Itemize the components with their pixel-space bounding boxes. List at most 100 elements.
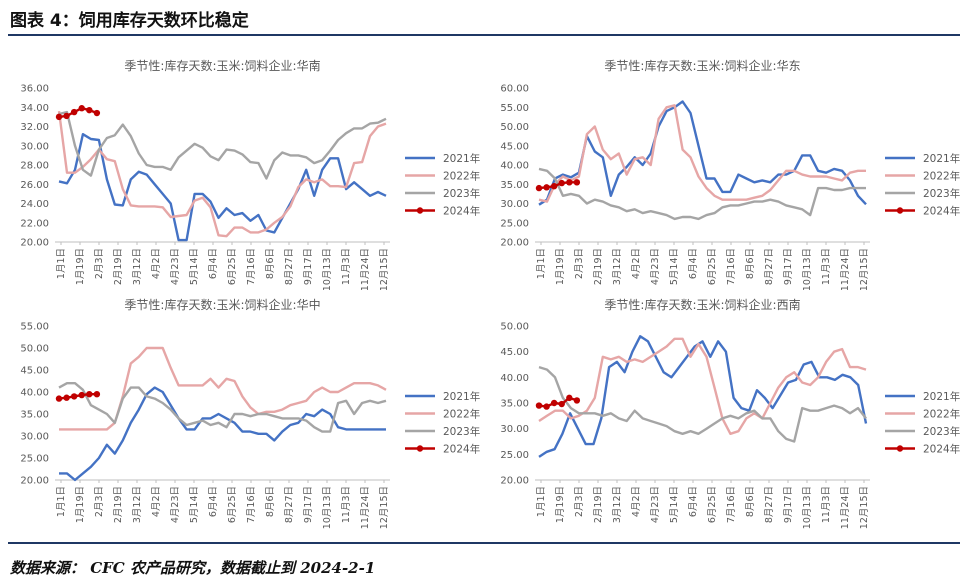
y-tick-label: 50.00 xyxy=(500,322,529,333)
y-tick-label: 25.00 xyxy=(500,450,529,461)
x-tick-label: 11月24日 xyxy=(360,486,371,529)
x-tick-label: 7月16日 xyxy=(246,248,257,285)
series-line-2021年 xyxy=(58,132,387,242)
x-tick-label: 12月15日 xyxy=(859,486,870,529)
x-tick-label: 6月25日 xyxy=(227,486,238,523)
y-tick-label: 30.00 xyxy=(20,432,49,443)
chart-title: 季节性:库存天数:玉米:饲料企业:华东 xyxy=(604,58,800,73)
y-tick-label: 36.00 xyxy=(20,84,49,95)
legend-marker xyxy=(416,445,424,452)
series-point-2024 xyxy=(566,394,573,402)
x-tick-label: 7月16日 xyxy=(726,248,737,285)
x-tick-label: 5月14日 xyxy=(669,248,680,285)
series-line-2023年 xyxy=(58,110,387,180)
chart-title: 季节性:库存天数:玉米:饲料企业:华南 xyxy=(124,58,320,73)
series-line-2022年 xyxy=(538,104,866,203)
x-tick-label: 8月27日 xyxy=(764,248,775,285)
x-tick-label: 1月1日 xyxy=(536,248,547,279)
x-tick-label: 4月2日 xyxy=(631,248,642,279)
x-tick-label: 2月3日 xyxy=(94,486,105,517)
y-tick-label: 45.00 xyxy=(500,347,529,358)
x-tick-label: 8月27日 xyxy=(764,486,775,523)
x-tick-label: 11月3日 xyxy=(821,486,832,523)
y-tick-label: 55.00 xyxy=(500,103,529,114)
legend-label: 2021年 xyxy=(443,390,480,403)
series-point-2024 xyxy=(573,179,581,186)
series-point-2024 xyxy=(543,184,550,191)
chart-south-china: 季节性:库存天数:玉米:饲料企业:华南 20.00 22.00 24.00 26.00 2… xyxy=(20,58,480,290)
x-tick-label: 8月6日 xyxy=(265,486,276,517)
x-tick-label: 4月23日 xyxy=(170,486,181,523)
y-tick-label: 30.00 xyxy=(500,424,529,435)
y-tick-label: 60.00 xyxy=(500,84,529,95)
series-point-2024 xyxy=(573,397,581,404)
series-line-2022年 xyxy=(59,346,387,431)
y-tick-label: 26.00 xyxy=(20,180,49,191)
x-tick-label: 2月3日 xyxy=(94,248,105,279)
y-tick-label: 35.00 xyxy=(500,180,529,191)
x-tick-label: 8月27日 xyxy=(284,486,295,523)
x-tick-label: 9月17日 xyxy=(303,486,314,523)
x-tick-label: 12月15日 xyxy=(379,248,390,290)
series-point-2024 xyxy=(93,391,101,398)
y-tick-label: 25.00 xyxy=(20,454,49,465)
series-line-2021年 xyxy=(59,386,386,482)
series-point-2024 xyxy=(78,391,85,399)
x-tick-label: 1月19日 xyxy=(555,248,566,285)
legend-label: 2024年 xyxy=(443,443,480,456)
y-tick-label: 28.00 xyxy=(20,161,49,172)
x-tick-label: 8月27日 xyxy=(284,248,295,285)
chart-title: 季节性:库存天数:玉米:饲料企业:华中 xyxy=(124,297,320,312)
y-tick-label: 45.00 xyxy=(20,366,49,377)
x-tick-label: 9月17日 xyxy=(783,486,794,523)
series-line-2023年 xyxy=(538,167,866,221)
x-tick-label: 2月19日 xyxy=(593,486,604,523)
x-tick-label: 4月2日 xyxy=(151,248,162,279)
y-tick-label: 35.00 xyxy=(500,399,529,410)
series-point-2024 xyxy=(55,395,63,402)
x-tick-label: 2月19日 xyxy=(113,486,124,523)
series-point-2024 xyxy=(78,105,85,112)
x-tick-label: 12月15日 xyxy=(379,486,390,529)
x-tick-label: 11月24日 xyxy=(840,248,851,290)
y-tick-label: 35.00 xyxy=(20,410,49,421)
y-tick-label: 20.00 xyxy=(500,476,529,487)
legend-label: 2023年 xyxy=(443,425,480,438)
series-point-2024 xyxy=(55,113,63,121)
x-tick-label: 6月25日 xyxy=(227,248,238,285)
y-tick-label: 32.00 xyxy=(20,122,49,133)
x-tick-label: 2月19日 xyxy=(113,248,124,285)
footer-rule xyxy=(8,542,960,544)
header-rule xyxy=(8,34,960,36)
x-tick-label: 6月25日 xyxy=(707,486,718,523)
chart-central-china: 季节性:库存天数:玉米:饲料企业:华中 20.00 25.00 30.00 35.00 4… xyxy=(20,297,480,529)
chart-title: 季节性:库存天数:玉米:饲料企业:西南 xyxy=(604,297,800,312)
legend-label: 2024年 xyxy=(923,443,960,456)
x-tick-label: 10月13日 xyxy=(802,486,813,529)
legend-label: 2022年 xyxy=(443,408,480,421)
x-tick-label: 8月6日 xyxy=(265,248,276,279)
y-tick-label: 22.00 xyxy=(20,218,49,229)
legend-label: 2023年 xyxy=(923,187,960,200)
x-tick-label: 11月24日 xyxy=(840,486,851,529)
x-tick-label: 1月19日 xyxy=(75,248,86,285)
x-tick-label: 7月16日 xyxy=(246,486,257,523)
x-tick-label: 8月6日 xyxy=(745,248,756,279)
x-tick-label: 1月1日 xyxy=(56,248,67,279)
legend-marker xyxy=(896,445,904,452)
series-point-2024 xyxy=(63,112,70,120)
x-tick-label: 4月23日 xyxy=(650,486,661,523)
legend-label: 2021年 xyxy=(923,390,960,403)
y-tick-label: 30.00 xyxy=(500,199,529,210)
series-point-2024 xyxy=(535,184,543,192)
x-tick-label: 3月12日 xyxy=(132,486,143,523)
legend-label: 2024年 xyxy=(923,205,960,218)
y-tick-label: 50.00 xyxy=(20,344,49,355)
series-point-2024 xyxy=(63,394,70,401)
y-tick-label: 45.00 xyxy=(500,141,529,152)
figure-title: 图表 4：饲用库存天数环比稳定 xyxy=(10,11,249,31)
x-tick-label: 5月14日 xyxy=(189,486,200,523)
series-point-2024 xyxy=(70,393,78,400)
x-tick-label: 6月4日 xyxy=(208,248,219,279)
x-tick-label: 8月6日 xyxy=(745,486,756,517)
